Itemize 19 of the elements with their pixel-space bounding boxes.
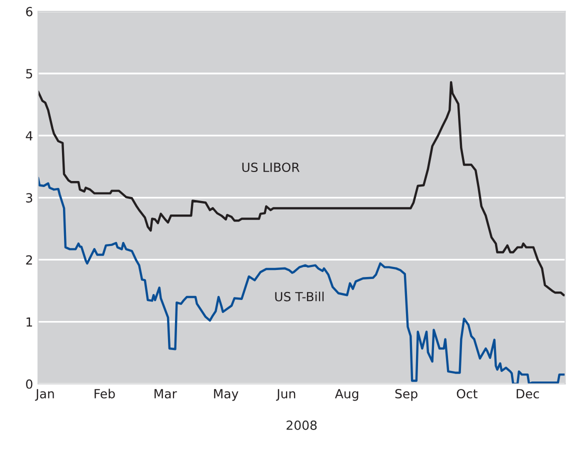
x-tick-label: Mar — [154, 389, 177, 398]
text: US LIBOR — [242, 162, 300, 172]
x-axis-title: 2008 — [286, 420, 317, 430]
y-tick-label: 5 — [26, 69, 32, 78]
x-tick-label: Dec — [516, 389, 539, 398]
y-tick-label: 4 — [26, 131, 32, 140]
x-tick-label: Jan — [34, 389, 54, 401]
x-tick-label: Jun — [276, 389, 296, 401]
x-tick-label: Oct — [456, 388, 478, 398]
x-tick-label: Feb — [94, 388, 115, 398]
y-tick-label: 6 — [26, 6, 32, 16]
x-tick-label: Aug — [334, 389, 358, 401]
y-tick-label: 2 — [26, 255, 32, 264]
y-tick-label: 1 — [26, 317, 32, 327]
y-tick-label: 0 — [26, 379, 32, 389]
x-tick-label: Sep — [395, 388, 418, 401]
x-tick-label: May — [214, 389, 238, 401]
series-label: US T-Bill — [275, 292, 324, 302]
y-tick-label: 3 — [26, 193, 32, 203]
